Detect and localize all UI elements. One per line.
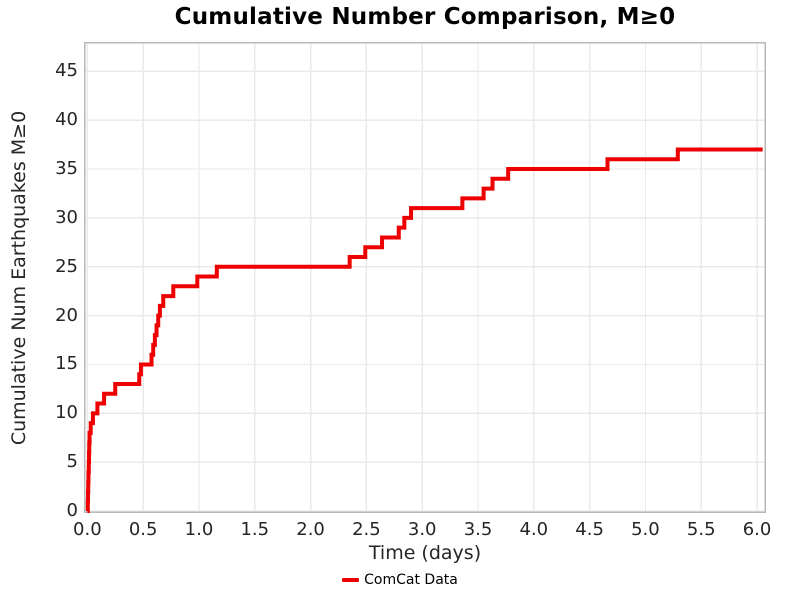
x-tick-label: 2.5 bbox=[352, 519, 381, 540]
plot-frame bbox=[84, 42, 766, 513]
x-tick-label: 3.5 bbox=[463, 519, 493, 540]
x-tick-label: 3.0 bbox=[407, 519, 437, 540]
x-tick-label: 4.5 bbox=[575, 519, 604, 540]
legend-label: ComCat Data bbox=[364, 572, 458, 588]
x-tick-label: 5.5 bbox=[686, 519, 716, 540]
series-line-comcat bbox=[85, 147, 763, 513]
y-tick-label: 45 bbox=[55, 60, 78, 82]
x-tick-label: 1.0 bbox=[184, 519, 214, 540]
x-tick-label: 4.0 bbox=[519, 519, 549, 540]
plot-area bbox=[84, 42, 766, 513]
y-tick-label: 25 bbox=[55, 255, 78, 277]
x-tick-label: 2.0 bbox=[296, 519, 325, 540]
x-tick-label: 6.0 bbox=[742, 519, 772, 540]
y-tick-label: 15 bbox=[55, 353, 78, 375]
x-tick-label: 0.5 bbox=[128, 519, 158, 540]
legend-line-swatch bbox=[342, 578, 360, 582]
y-tick-label: 40 bbox=[55, 109, 78, 131]
chart-title: Cumulative Number Comparison, M≥0 bbox=[174, 4, 676, 30]
x-tick-label: 0.0 bbox=[73, 519, 102, 540]
y-tick-label: 20 bbox=[55, 304, 78, 326]
chart-canvas bbox=[84, 42, 766, 513]
x-axis-label: Time (days) bbox=[368, 542, 482, 564]
y-tick-label: 10 bbox=[55, 402, 78, 424]
y-tick-label: 5 bbox=[66, 451, 78, 473]
y-tick-label: 0 bbox=[66, 500, 78, 522]
x-tick-label: 5.0 bbox=[631, 519, 660, 540]
y-tick-label: 35 bbox=[55, 158, 78, 180]
legend: ComCat Data bbox=[0, 572, 800, 588]
x-tick-label: 1.5 bbox=[240, 519, 270, 540]
y-tick-label: 30 bbox=[55, 206, 78, 228]
